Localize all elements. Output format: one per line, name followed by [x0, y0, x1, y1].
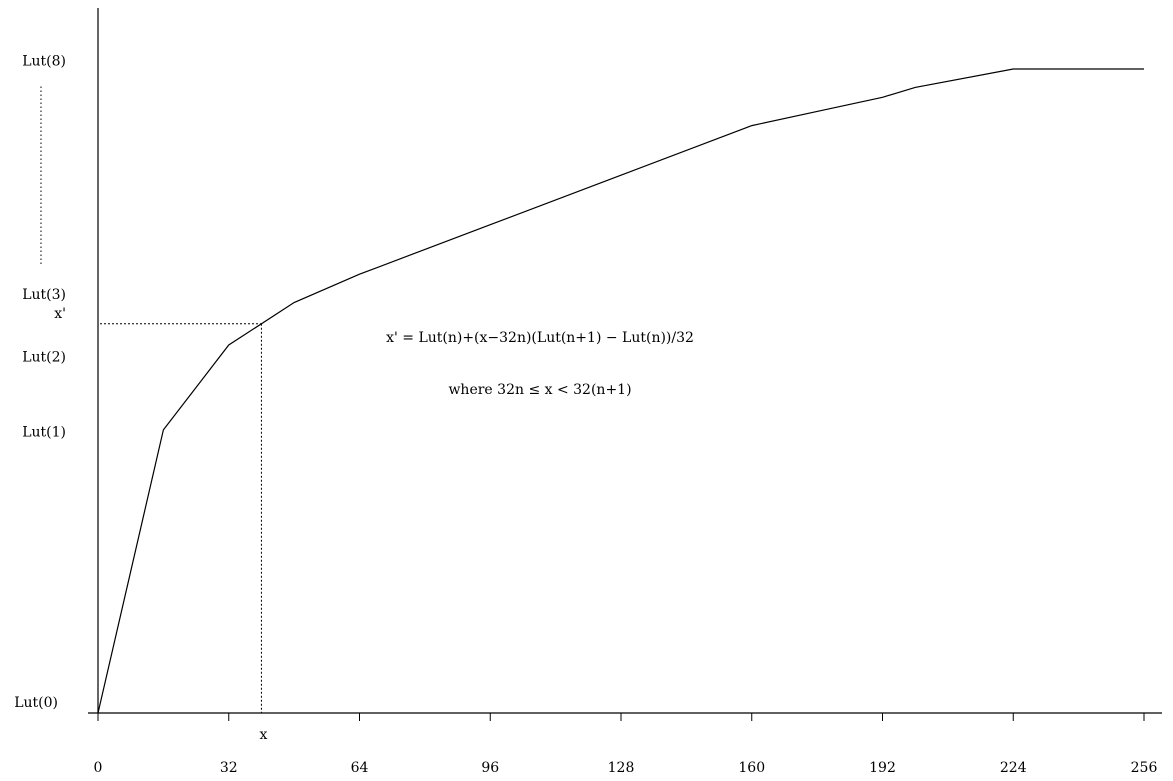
y-label-lut2: Lut(2) — [22, 349, 66, 365]
x-tick-label-64: 64 — [351, 760, 369, 776]
marker-y-label: x' — [54, 306, 66, 322]
x-tick-label-160: 160 — [738, 760, 765, 776]
x-tick-labels: 0 32 64 96 128 160 192 224 256 — [94, 760, 1158, 776]
y-label-lut1: Lut(1) — [22, 424, 66, 440]
axes — [88, 8, 1162, 714]
y-label-lut0: Lut(0) — [14, 695, 58, 711]
marker-x-label: x — [259, 727, 267, 743]
x-tick-label-0: 0 — [94, 760, 103, 776]
x-tick-label-96: 96 — [481, 760, 499, 776]
y-label-lut8: Lut(8) — [22, 54, 66, 70]
x-tick-label-32: 32 — [220, 760, 238, 776]
x-ticks — [97, 713, 1145, 721]
interpolation-condition: where 32n ≤ x < 32(n+1) — [448, 382, 631, 398]
lut-curve-points — [97, 68, 1145, 714]
y-labels: Lut(0) Lut(1) Lut(2) Lut(3) Lut(8) — [14, 54, 66, 711]
interpolation-formula: x' = Lut(n)+(x−32n)(Lut(n+1) − Lut(n))/3… — [386, 330, 694, 346]
guide-lines — [100, 323, 262, 713]
x-tick-label-256: 256 — [1131, 760, 1158, 776]
x-tick-label-224: 224 — [1000, 760, 1027, 776]
x-tick-label-128: 128 — [608, 760, 635, 776]
x-tick-label-192: 192 — [869, 760, 896, 776]
y-label-lut3: Lut(3) — [22, 287, 66, 303]
